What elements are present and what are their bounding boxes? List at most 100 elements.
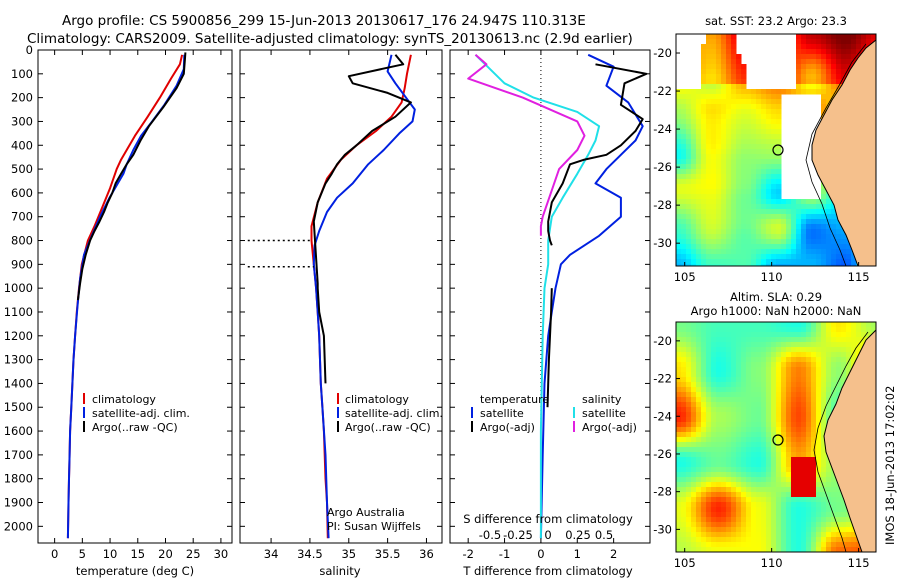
heatmap-cell	[806, 214, 812, 220]
heatmap-cell	[831, 332, 837, 338]
heatmap-cell	[726, 472, 732, 478]
heatmap-cell	[721, 392, 727, 398]
heatmap-cell	[766, 397, 772, 403]
heatmap-cell	[686, 427, 692, 433]
heatmap-cell	[831, 54, 837, 60]
heatmap-cell	[721, 39, 727, 45]
heatmap-cell	[721, 164, 727, 170]
heatmap-cell	[821, 219, 827, 225]
heatmap-cell	[751, 537, 757, 543]
heatmap-cell	[716, 517, 722, 523]
x-tick-label: 20	[158, 547, 173, 561]
heatmap-cell	[706, 154, 712, 160]
heatmap-cell	[751, 467, 757, 473]
heatmap-cell	[701, 109, 707, 115]
heatmap-cell	[716, 264, 722, 266]
heatmap-cell	[801, 547, 807, 552]
heatmap-cell	[806, 327, 812, 333]
heatmap-cell	[676, 244, 682, 250]
heatmap-cell	[841, 372, 847, 378]
heatmap-cell	[811, 502, 817, 508]
heatmap-cell	[761, 234, 767, 240]
heatmap-cell	[816, 209, 822, 215]
lat-tick-label: -30	[653, 522, 672, 536]
heatmap-cell	[756, 412, 762, 418]
heatmap-cell	[751, 502, 757, 508]
heatmap-cell	[721, 84, 727, 90]
heatmap-cell	[786, 442, 792, 448]
heatmap-cell	[731, 397, 737, 403]
heatmap-cell	[781, 229, 787, 235]
heatmap-cell	[786, 367, 792, 373]
heatmap-cell	[731, 129, 737, 135]
heatmap-cell	[736, 209, 742, 215]
heatmap-cell	[761, 547, 767, 552]
heatmap-cell	[701, 114, 707, 120]
heatmap-cell	[706, 239, 712, 245]
heatmap-cell	[741, 402, 747, 408]
heatmap-cell	[796, 79, 802, 85]
heatmap-cell	[716, 487, 722, 493]
heatmap-cell	[736, 119, 742, 125]
heatmap-cell	[781, 377, 787, 383]
heatmap-cell	[751, 259, 757, 265]
heatmap-cell	[726, 477, 732, 483]
heatmap-cell	[736, 64, 742, 70]
heatmap-cell	[761, 482, 767, 488]
heatmap-cell	[711, 249, 717, 255]
heatmap-cell	[826, 342, 832, 348]
heatmap-cell	[796, 492, 802, 498]
heatmap-cell	[746, 482, 752, 488]
legend-climatology: climatology	[345, 393, 409, 406]
heatmap-cell	[821, 44, 827, 50]
heatmap-cell	[676, 502, 682, 508]
heatmap-cell	[721, 94, 727, 100]
heatmap-cell	[836, 357, 842, 363]
heatmap-cell	[766, 392, 772, 398]
heatmap-cell	[791, 224, 797, 230]
heatmap-cell	[716, 332, 722, 338]
heatmap-cell	[741, 452, 747, 458]
heatmap-cell	[711, 124, 717, 130]
heatmap-cell	[686, 214, 692, 220]
heatmap-cell	[861, 34, 867, 40]
heatmap-cell	[771, 194, 777, 200]
heatmap-cell	[821, 94, 827, 100]
heatmap-cell	[691, 472, 697, 478]
heatmap-cell	[736, 452, 742, 458]
heatmap-cell	[701, 392, 707, 398]
heatmap-cell	[816, 79, 822, 85]
heatmap-cell	[701, 174, 707, 180]
heatmap-cell	[821, 229, 827, 235]
heatmap-cell	[681, 119, 687, 125]
heatmap-cell	[686, 357, 692, 363]
heatmap-cell	[706, 219, 712, 225]
heatmap-cell	[851, 49, 857, 55]
heatmap-cell	[821, 239, 827, 245]
heatmap-cell	[831, 69, 837, 75]
heatmap-cell	[796, 49, 802, 55]
heatmap-cell	[761, 209, 767, 215]
heatmap-cell	[841, 249, 847, 255]
heatmap-cell	[691, 417, 697, 423]
heatmap-cell	[721, 442, 727, 448]
heatmap-cell	[841, 362, 847, 368]
heatmap-cell	[831, 244, 837, 250]
heatmap-cell	[806, 467, 812, 473]
heatmap-cell	[841, 502, 847, 508]
heatmap-cell	[741, 442, 747, 448]
heatmap-cell	[691, 352, 697, 358]
heatmap-cell	[811, 209, 817, 215]
heatmap-cell	[691, 119, 697, 125]
heatmap-cell	[746, 179, 752, 185]
heatmap-cell	[756, 327, 762, 333]
heatmap-cell	[821, 194, 827, 200]
heatmap-cell	[761, 134, 767, 140]
heatmap-cell	[676, 362, 682, 368]
heatmap-cell	[676, 327, 682, 333]
heatmap-cell	[711, 49, 717, 55]
temperature-ticks: 0 5 10 15 20 25 30	[38, 49, 232, 561]
heatmap-cell	[826, 74, 832, 80]
heatmap-cell	[716, 219, 722, 225]
heatmap-cell	[676, 522, 682, 528]
